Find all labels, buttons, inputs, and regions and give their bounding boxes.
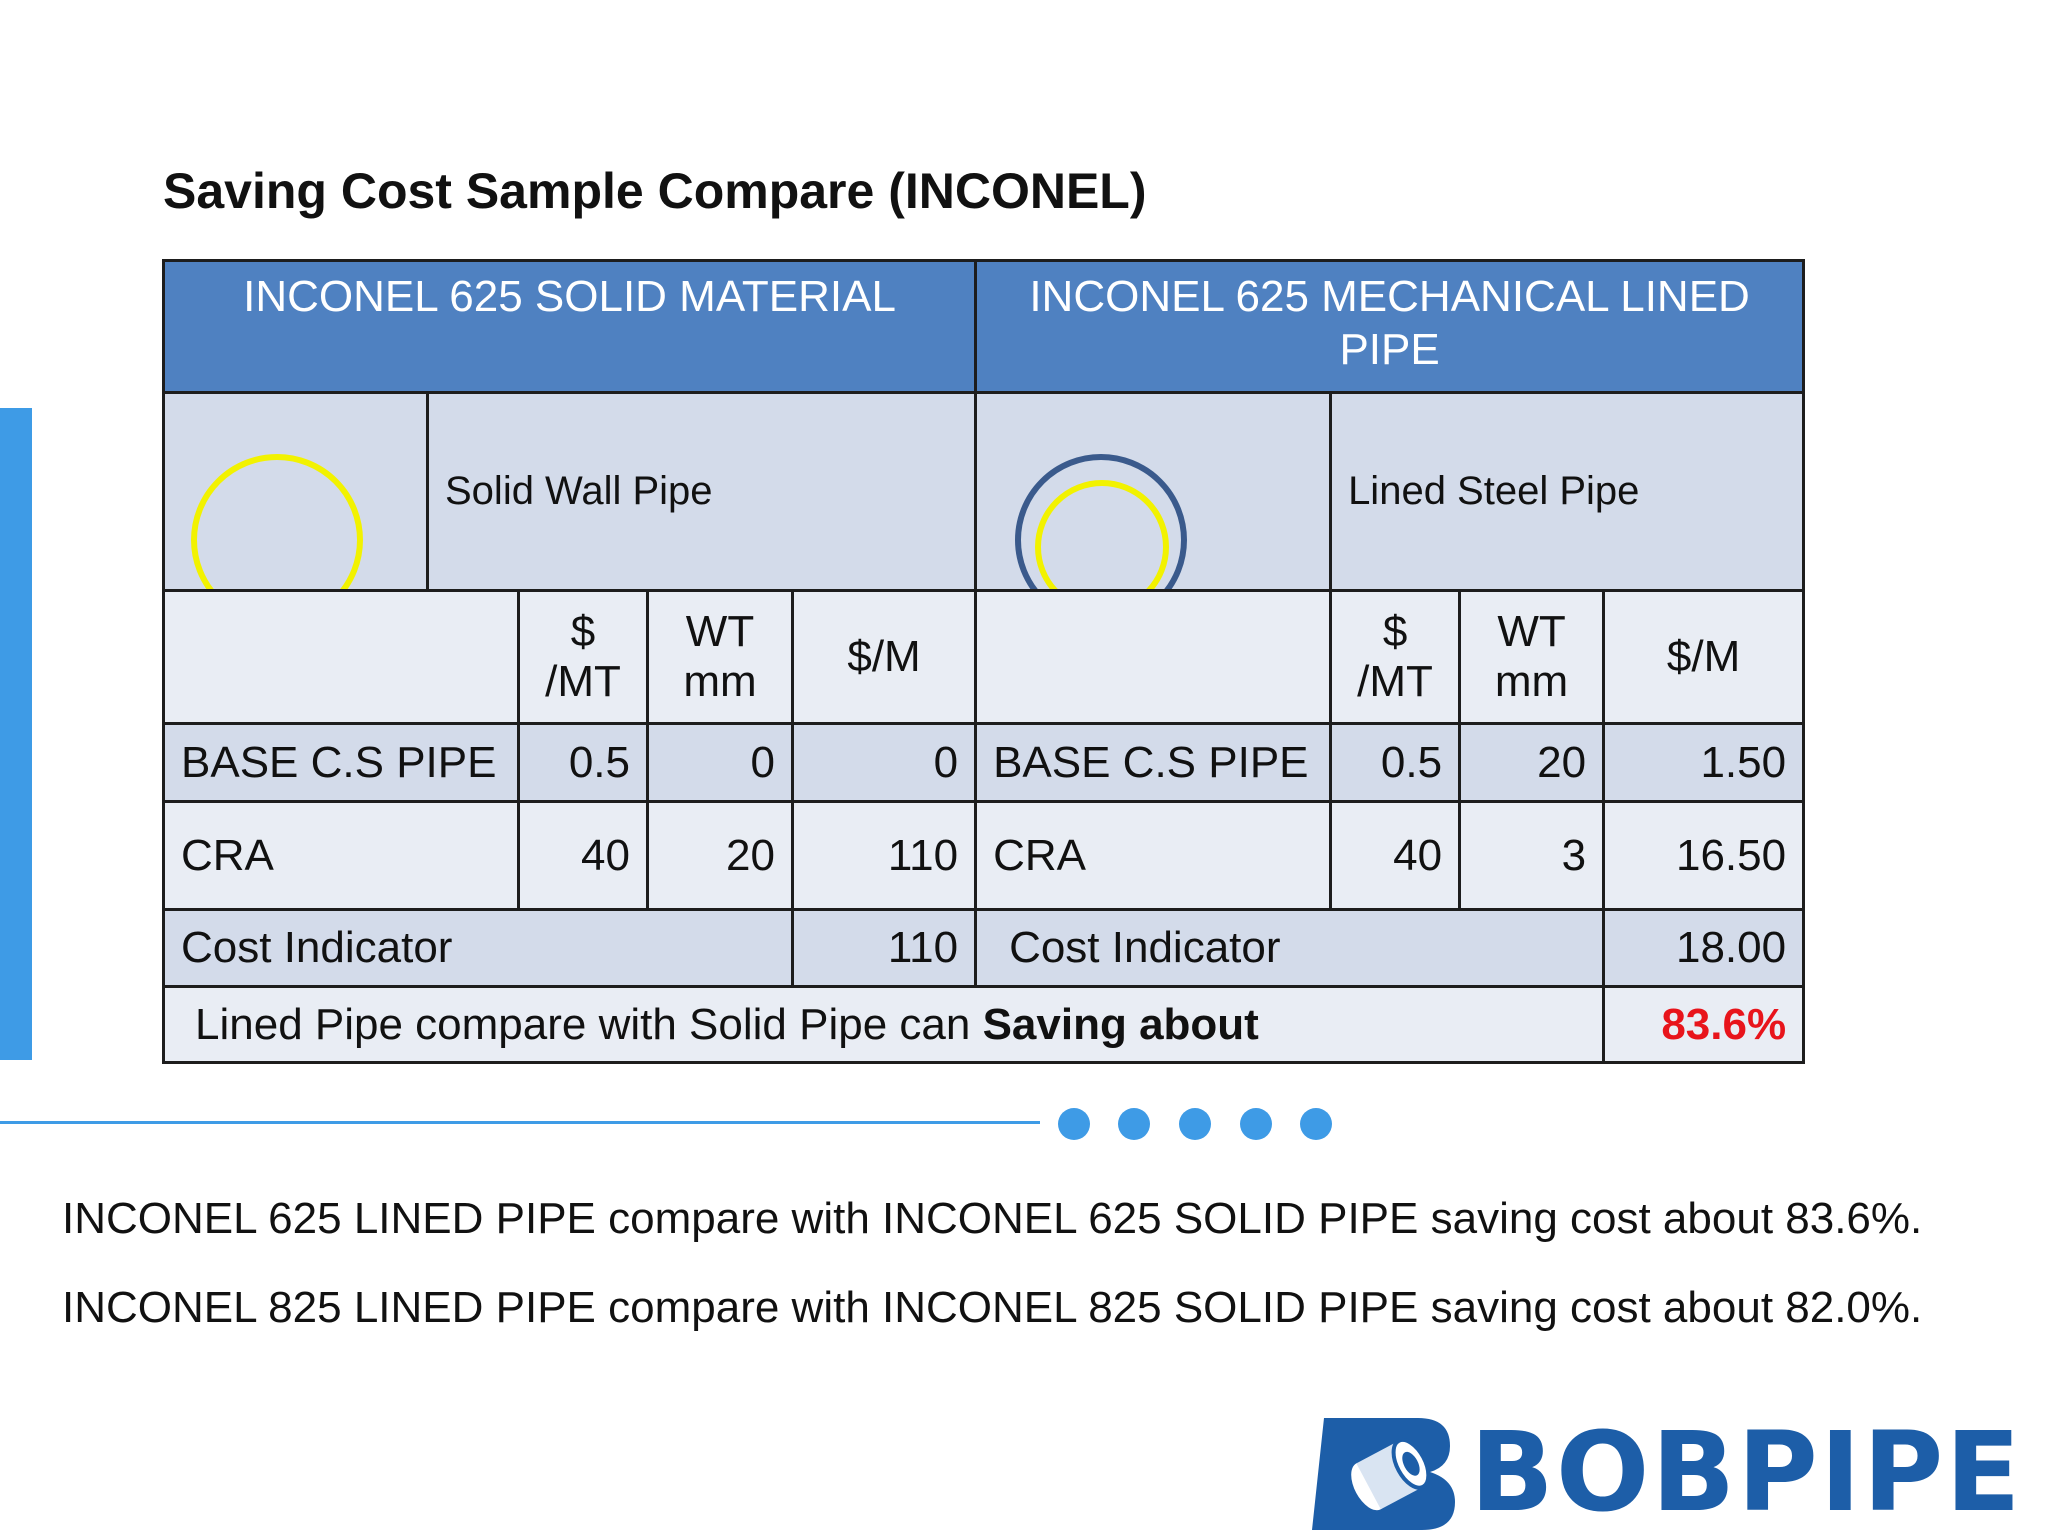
pipe-image-row: Solid Wall Pipe Lined Steel Pipe [162, 391, 1806, 592]
divider-line [0, 1121, 1040, 1124]
right-price-header: $ /MT [1329, 589, 1462, 725]
divider-dot [1300, 1108, 1332, 1140]
solid-pipe-ring-icon [191, 454, 363, 588]
left-price-header: $ /MT [517, 589, 649, 725]
column-header-row: $ /MT WT mm $/M $ /MT WT mm $/M [162, 589, 1806, 725]
saving-value: 83.6% [1602, 985, 1806, 1064]
saving-text-normal: Lined Pipe compare with Solid Pipe can [195, 999, 983, 1049]
left-blank-header [162, 589, 520, 725]
left-header: INCONEL 625 SOLID MATERIAL [161, 259, 978, 394]
left-row-name: BASE C.S PIPE [162, 722, 520, 803]
right-row-wt: 3 [1458, 800, 1606, 911]
right-per-m-header: $/M [1602, 589, 1806, 725]
left-row-name: CRA [162, 800, 520, 911]
right-row-price: 40 [1329, 800, 1462, 911]
left-wt-header: WT mm [646, 589, 794, 725]
solid-pipe-image-cell [162, 391, 429, 592]
right-cost-value: 18.00 [1602, 908, 1806, 988]
bobpipe-logo: BOBPIPE [1310, 1412, 2030, 1532]
left-per-m-header: $/M [790, 589, 978, 725]
left-row-price: 40 [517, 800, 649, 911]
left-row-wt: 0 [646, 722, 794, 803]
right-row-wt: 20 [1458, 722, 1606, 803]
left-row-wt: 20 [646, 800, 794, 911]
saving-row: Lined Pipe compare with Solid Pipe can S… [161, 985, 1806, 1064]
saving-text: Lined Pipe compare with Solid Pipe can S… [161, 985, 1606, 1064]
divider-dot [1058, 1108, 1090, 1140]
left-cost-label: Cost Indicator [162, 908, 794, 988]
right-blank-header [974, 589, 1333, 725]
right-row-per-m: 16.50 [1602, 800, 1806, 911]
lined-pipe-image-cell [974, 391, 1333, 592]
divider-dot [1179, 1108, 1211, 1140]
divider-dot [1118, 1108, 1150, 1140]
right-row-price: 0.5 [1329, 722, 1462, 803]
lined-pipe-label: Lined Steel Pipe [1329, 391, 1806, 592]
left-accent-bar [0, 408, 32, 1060]
divider-dot [1240, 1108, 1272, 1140]
right-cost-label: Cost Indicator [974, 908, 1606, 988]
left-row-per-m: 0 [790, 722, 978, 803]
table-header-row: INCONEL 625 SOLID MATERIAL INCONEL 625 M… [161, 259, 1806, 394]
lined-pipe-outer-ring-icon [1015, 454, 1188, 588]
lined-pipe-inner-ring-icon [1035, 480, 1170, 588]
right-row-name: CRA [974, 800, 1333, 911]
left-cost-value: 110 [790, 908, 978, 988]
pipe-logo-icon [1312, 1418, 1455, 1530]
logo-text: BOBPIPE [1470, 1408, 2023, 1536]
table-row: CRA 40 20 110 CRA 40 3 16.50 [162, 800, 1806, 911]
right-wt-header: WT mm [1458, 589, 1606, 725]
summary-line-2: INCONEL 825 LINED PIPE compare with INCO… [62, 1283, 1923, 1332]
summary-line-1: INCONEL 625 LINED PIPE compare with INCO… [62, 1194, 1923, 1243]
slide-title: Saving Cost Sample Compare (INCONEL) [163, 163, 1147, 219]
cost-indicator-row: Cost Indicator 110 Cost Indicator 18.00 [162, 908, 1806, 988]
table-row: BASE C.S PIPE 0.5 0 0 BASE C.S PIPE 0.5 … [162, 722, 1806, 803]
right-row-per-m: 1.50 [1602, 722, 1806, 803]
right-row-name: BASE C.S PIPE [974, 722, 1333, 803]
right-header: INCONEL 625 MECHANICAL LINED PIPE [974, 259, 1806, 394]
saving-text-bold: Saving about [982, 999, 1259, 1049]
cost-comparison-table: INCONEL 625 SOLID MATERIAL INCONEL 625 M… [161, 259, 1806, 1064]
solid-pipe-label: Solid Wall Pipe [425, 391, 978, 592]
left-row-price: 0.5 [517, 722, 649, 803]
left-row-per-m: 110 [790, 800, 978, 911]
